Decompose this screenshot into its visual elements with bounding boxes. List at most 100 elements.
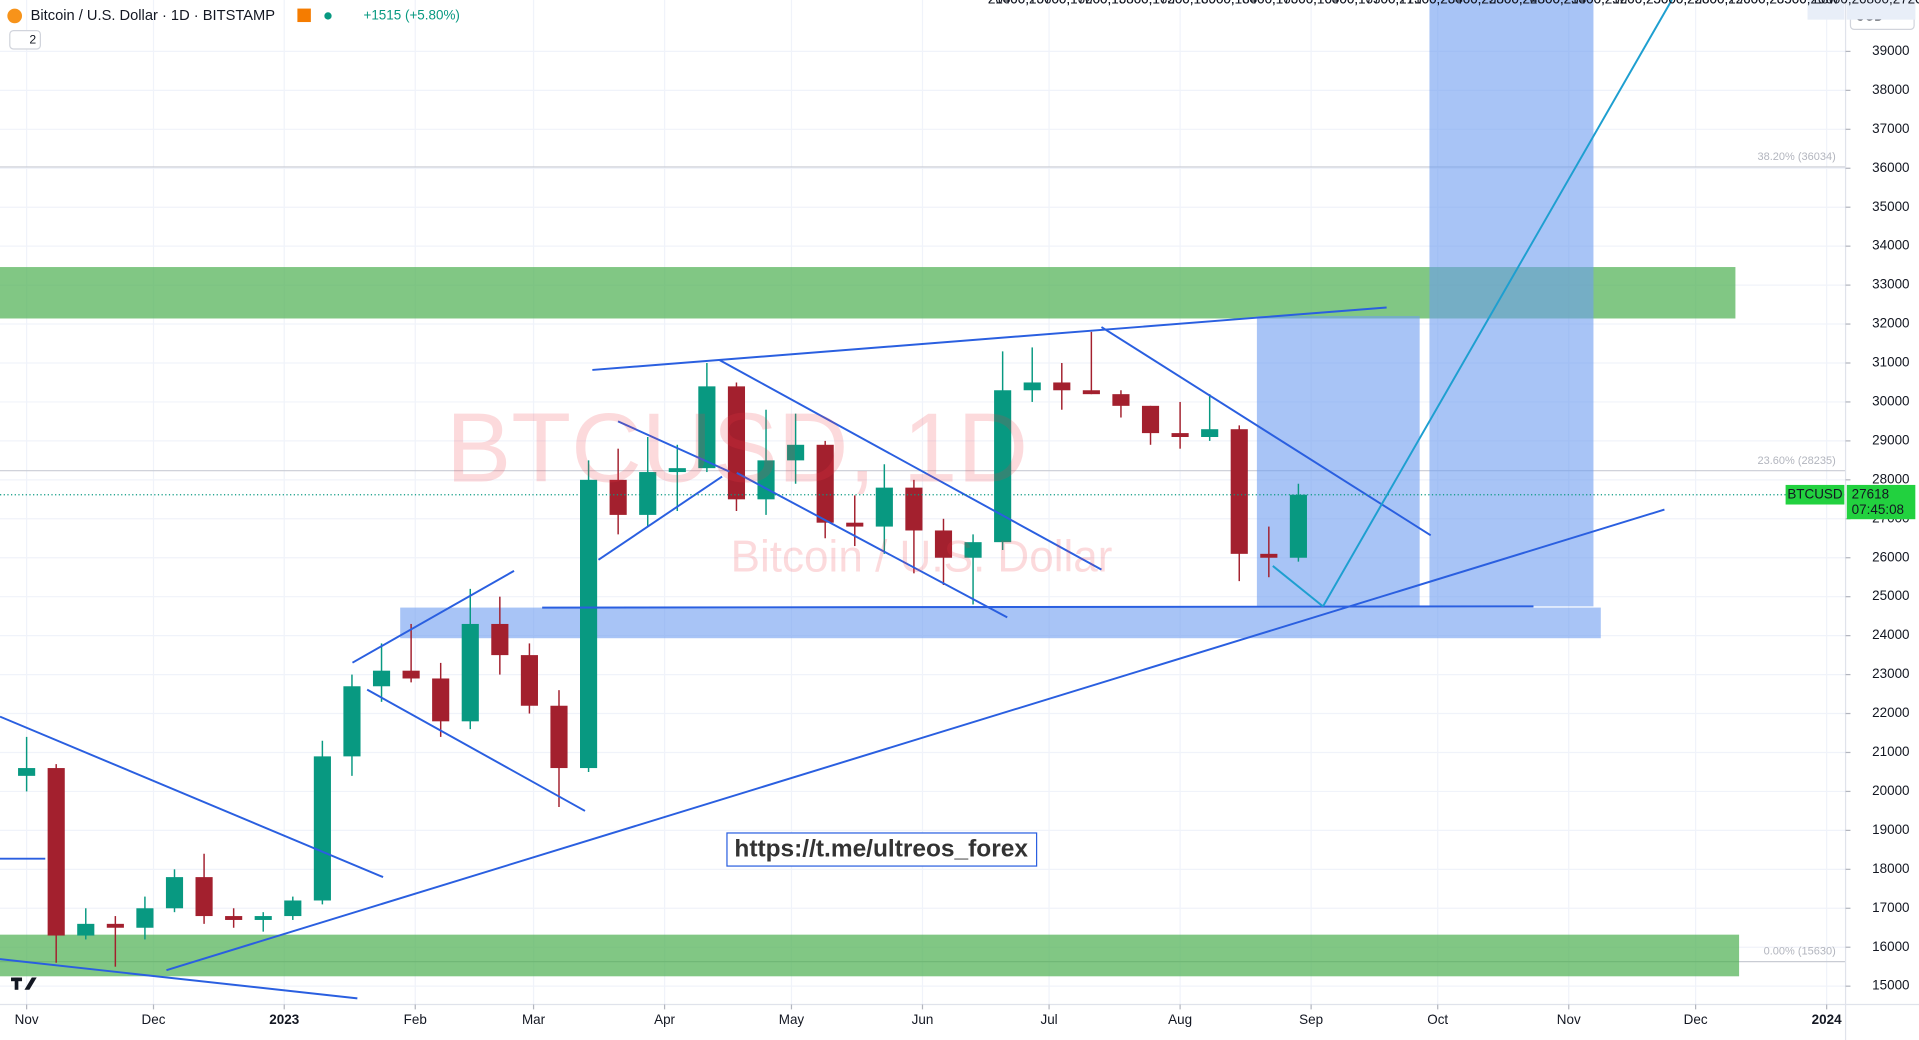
- trendline: [166, 508, 1665, 972]
- candle-body: [727, 386, 746, 500]
- y-tick-label: 25000: [1872, 588, 1909, 603]
- candle-body: [1230, 429, 1248, 554]
- x-tick-label: Jul: [1040, 1012, 1057, 1027]
- candle-body: [1171, 433, 1189, 437]
- y-tick-label: 17000: [1872, 900, 1909, 915]
- candle-body: [1260, 553, 1278, 558]
- candle-body: [77, 923, 95, 936]
- x-tick-label: Dec: [1684, 1012, 1708, 1027]
- logo: [11, 977, 37, 990]
- x-tick-label: Dec: [142, 1012, 166, 1027]
- y-tick-label: 34000: [1872, 238, 1909, 253]
- candle-body: [609, 479, 627, 515]
- y-tick-label: 36000: [1872, 160, 1909, 175]
- target-box: [1256, 316, 1420, 607]
- candle-body: [1289, 494, 1307, 558]
- trendlines: [0, 306, 1665, 1000]
- x-tick-label: Feb: [404, 1012, 427, 1027]
- candle-body: [875, 487, 893, 527]
- target-box: [1429, 0, 1594, 607]
- indicator-count[interactable]: 2: [29, 33, 36, 47]
- low-value: 20000,15600,16200,15500,16200,16900,1660…: [988, 0, 1919, 7]
- symbol-tag: [1785, 484, 1845, 505]
- trendline: [366, 688, 586, 812]
- link-box: [726, 832, 1038, 867]
- candle-body: [284, 900, 302, 917]
- symbol-tag-label: BTCUSD: [1787, 486, 1843, 501]
- y-tick-label: 38000: [1872, 82, 1909, 97]
- high-value: 21400,20700,17000,16800,17300,18000,1840…: [988, 0, 1919, 7]
- y-tick-label: 24000: [1872, 627, 1909, 642]
- low-tag: [1807, 0, 1845, 20]
- chart-title: Bitcoin / U.S. Dollar · 1D · BITSTAMP: [31, 8, 276, 24]
- y-tick-label: 29000: [1872, 432, 1909, 447]
- candle-body: [254, 916, 272, 920]
- candle-body: [461, 623, 479, 722]
- price-axis-bg: [1845, 0, 1919, 1040]
- y-tick-label: 22000: [1872, 705, 1909, 720]
- candle-body: [491, 623, 509, 656]
- y-tick-label: 31000: [1872, 355, 1909, 370]
- watermark-subtitle: Bitcoin / U.S. Dollar: [731, 532, 1113, 581]
- candle-body: [550, 705, 568, 769]
- trendline: [597, 475, 723, 561]
- candle-body: [343, 686, 361, 757]
- y-tick-label: 16000: [1872, 939, 1909, 954]
- candle-body: [1141, 405, 1160, 434]
- fib-label: 0.00% (15630): [1764, 946, 1836, 958]
- candle-body: [1053, 382, 1071, 391]
- x-tick-label: 2024: [1812, 1012, 1842, 1027]
- link-text[interactable]: https://t.me/ultreos_forex: [734, 836, 1028, 863]
- y-tick-label: 15000: [1872, 978, 1909, 993]
- x-tick-label: Jun: [912, 1012, 934, 1027]
- candle-body: [816, 444, 834, 523]
- time-axis-bg: [0, 1004, 1919, 1040]
- y-tick-label: 20000: [1872, 783, 1909, 798]
- candle-body: [905, 487, 923, 531]
- price-tag: [1846, 484, 1916, 520]
- candle-body: [402, 670, 420, 679]
- candle-body: [757, 460, 775, 500]
- y-tick-label: 28000: [1872, 471, 1909, 486]
- indicators-toggle[interactable]: [9, 30, 41, 50]
- y-tick-label: 21000: [1872, 744, 1909, 759]
- y-tick-label: 35000: [1872, 199, 1909, 214]
- price-tag-label: 27618: [1852, 486, 1889, 501]
- price-change: +1515 (+5.80%): [363, 7, 459, 22]
- x-tick-label: Apr: [654, 1012, 675, 1027]
- low-value-bg: [1846, 0, 1916, 20]
- candle-body: [1082, 390, 1100, 395]
- candle-body: [1201, 429, 1219, 437]
- candles: [18, 331, 1307, 967]
- flag-icon: [297, 8, 311, 23]
- candle-body: [1112, 394, 1130, 406]
- candle-body: [136, 908, 154, 928]
- trendline: [592, 306, 1387, 371]
- candle-body: [934, 530, 953, 558]
- y-tick-label: 37000: [1872, 121, 1909, 136]
- y-tick-label: 32000: [1872, 316, 1909, 331]
- x-tick-label: Aug: [1168, 1012, 1192, 1027]
- y-tick-label: 26000: [1872, 549, 1909, 564]
- trendline: [0, 715, 384, 878]
- candle-body: [313, 756, 331, 901]
- fib-label: 38.20% (36034): [1758, 151, 1836, 163]
- candle-body: [964, 542, 982, 558]
- candle-body: [432, 678, 450, 722]
- candle-body: [787, 444, 805, 461]
- candle-body: [846, 522, 864, 527]
- candle-body: [639, 472, 657, 515]
- x-tick-label: May: [779, 1012, 805, 1027]
- projection: [1272, 0, 1673, 608]
- candle-body: [195, 877, 213, 917]
- candle-body: [165, 877, 184, 909]
- low-tag-label: Low: [1814, 0, 1839, 7]
- y-tick-label: 19000: [1872, 822, 1909, 837]
- candle-body: [18, 768, 36, 776]
- support-zone: [0, 934, 1740, 977]
- x-tick-label: Oct: [1427, 1012, 1448, 1027]
- x-tick-label: 2023: [269, 1012, 299, 1027]
- candle-body: [225, 916, 243, 920]
- trendline: [1100, 326, 1432, 537]
